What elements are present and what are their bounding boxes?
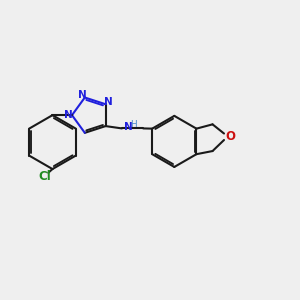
Text: N: N <box>78 90 87 100</box>
Text: N: N <box>124 122 133 133</box>
Text: N: N <box>64 110 73 120</box>
Text: N: N <box>103 97 112 107</box>
Text: Cl: Cl <box>38 170 51 183</box>
Text: O: O <box>226 130 236 143</box>
Text: H: H <box>130 120 136 129</box>
